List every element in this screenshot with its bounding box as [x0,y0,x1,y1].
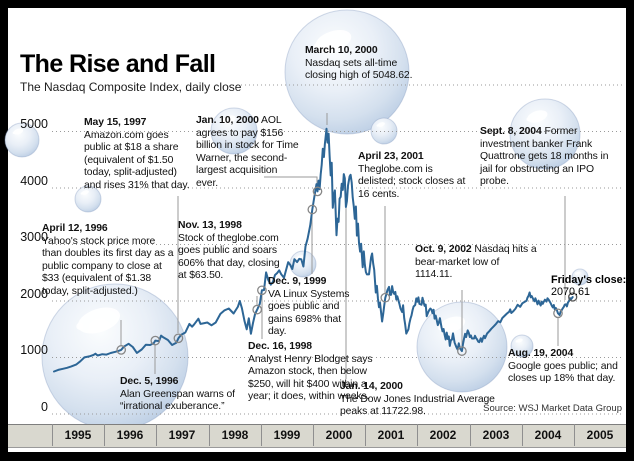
annotation-dec-5-1996: Dec. 5, 1996 Alan Greenspan warns of “irr… [120,376,260,414]
annotation-aug-19-2004: Aug. 19, 2004 Google goes public; and clo… [508,348,626,386]
year-label-1996: 1996 [116,428,144,442]
y-axis-tick-label: 2000 [20,286,48,301]
nasdaq-line [53,127,574,373]
year-label-1998: 1998 [221,428,249,442]
year-band-separator [104,424,105,446]
year-band-separator [313,424,314,446]
annotation-april-23-2001: April 23, 2001 Theglobe.com is delisted; … [358,151,468,201]
annotation-text: Google goes public; and closes up 18% th… [508,360,618,385]
annotation-date: April 23, 2001 [358,151,424,162]
event-marker-april-23-2001 [380,292,391,303]
bubble-decoration [510,334,534,358]
source-credit: Source: WSJ Market Data Group [483,403,622,414]
annotation-oct-9-2002: Oct. 9, 2002 Nasdaq hits a bear-market l… [415,244,537,281]
event-marker-dec-5-1996 [150,335,161,346]
annotation-april-12-1996: April 12, 1996 Yahoo's stock price more t… [42,223,176,299]
chart-subtitle: The Nasdaq Composite Index, daily close [20,80,242,94]
annotation-date: March 10, 2000 [305,45,378,56]
year-label-1999: 1999 [273,428,301,442]
bubble-decoration [4,122,40,158]
annotation-sept-8-2004: Sept. 8, 2004 Former investment banker F… [480,126,609,188]
page-title: The Rise and Fall [20,50,216,78]
fridays-close-value: 2070.61 [551,286,591,298]
annotation-date: Nov. 13, 1998 [178,220,242,231]
year-label-1995: 1995 [64,428,92,442]
bubble-decoration [509,98,581,170]
event-marker-april-12-1996 [116,345,127,355]
year-label-2000: 2000 [325,428,353,442]
annotation-text: Theglobe.com is delisted; stock closes a… [358,163,466,200]
annotation-jan-14-2000: Jan. 14, 2000 The Dow Jones Industrial Av… [340,381,505,419]
x-axis-year-band [8,424,626,448]
fridays-close-label: Friday's close: [551,274,627,286]
annotation-date: May 15, 1997 [84,117,147,128]
year-label-1997: 1997 [168,428,196,442]
annotation-text: The Dow Jones Industrial Average peaks a… [340,393,495,418]
year-band-separator [261,424,262,446]
y-axis-tick-label: 3000 [20,230,48,244]
annotation-date: Oct. 9, 2002 [415,244,472,255]
annotation-dec-16-1998: Dec. 16, 1998 Analyst Henry Blodget says … [248,341,378,404]
year-label-2002: 2002 [429,428,457,442]
annotation-text: Yahoo's stock price more than doubles it… [42,235,174,297]
year-label-2003: 2003 [482,428,510,442]
year-label-2005: 2005 [586,428,614,442]
year-band-separator [470,424,471,446]
y-axis-tick-label: 1000 [20,343,48,357]
annotation-march-10-2000: March 10, 2000 Nasdaq sets all-time closi… [305,45,417,83]
annotation-jan-10-2000: Jan. 10, 2000 AOL agrees to pay $156 bil… [196,115,299,189]
annotation-text: Analyst Henry Blodget says Amazon stock,… [248,353,373,403]
bubble-decoration [74,185,102,213]
year-band-separator [574,424,575,446]
annotation-text: Amazon.com goes public at $18 a share (e… [84,129,190,191]
annotation-date: Sept. 8, 2004 [480,126,542,137]
event-marker-fridays-close [568,292,578,302]
annotation-date: Aug. 19, 2004 [508,348,574,359]
event-marker-oct-9-2002 [457,346,467,356]
event-marker-may-15-1997 [173,333,184,344]
annotation-text: VA Linux Systems goes public and gains 6… [268,288,350,338]
annotation-text: Alan Greenspan warns of “irrational exub… [120,388,235,413]
annotation-text: Nasdaq sets all-time closing high of 504… [305,57,413,82]
fridays-close-callout: Friday's close: 2070.61 [551,274,627,298]
year-band-separator [209,424,210,446]
event-marker-dec-16-1998 [257,285,267,296]
bubble-decoration [284,9,410,135]
annotation-date: Dec. 9, 1999 [268,276,327,287]
year-label-2001: 2001 [377,428,405,442]
annotation-date: Jan. 10, 2000 [196,115,259,126]
bubble-decoration [41,283,189,431]
year-band-separator [522,424,523,446]
year-band-separator [156,424,157,446]
annotation-may-15-1997: May 15, 1997 Amazon.com goes public at $1… [84,117,196,193]
year-band-separator [417,424,418,446]
event-marker-nov-13-1998 [252,304,263,315]
annotation-nov-13-1998: Nov. 13, 1998 Stock of theglobe.com goes … [178,220,286,283]
y-axis-tick-label: 0 [41,399,48,414]
annotation-date: Dec. 5, 1996 [120,376,179,387]
year-band-separator [365,424,366,446]
annotation-date: Dec. 16, 1998 [248,341,312,352]
y-axis-tick-label: 4000 [20,173,48,188]
year-label-2004: 2004 [534,428,562,442]
annotation-date: Jan. 14, 2000 [340,381,403,392]
annotation-dec-9-1999: Dec. 9, 1999 VA Linux Systems goes public… [268,276,360,339]
bubble-decoration [571,268,589,286]
annotation-text: Stock of theglobe.com goes public and so… [178,232,280,282]
event-marker-dec-9-1999 [307,204,318,215]
annotation-date: April 12, 1996 [42,223,108,234]
bubble-decoration [210,107,258,155]
event-marker-jan-10-2000 [312,186,323,197]
event-marker-aug-19-2004 [553,308,563,319]
year-band-separator [52,424,53,446]
y-axis-tick-label: 5000 [20,117,48,131]
